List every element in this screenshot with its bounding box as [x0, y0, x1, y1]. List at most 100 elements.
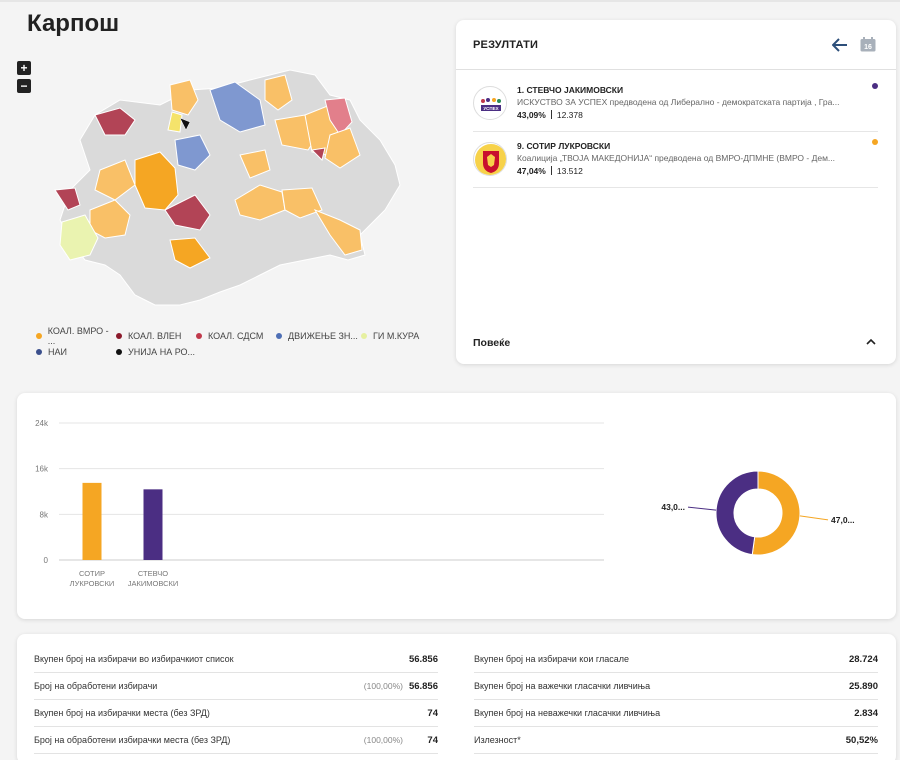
legend-label: ГИ М.КУРА	[373, 331, 420, 341]
candidate-stats: 43,09% 12.378	[517, 110, 583, 120]
donut-value-label: 43,0...	[661, 502, 685, 512]
charts-card: 0 8k 16k 24k СОТИР ЛУКРОВСКИ СТЕВЧО ЈАКИМОВСКИ …	[17, 393, 896, 619]
legend-dot	[196, 333, 202, 339]
y-tick-label: 0	[44, 556, 49, 565]
legend-label: ДВИЖЕЊЕ ЗН...	[288, 331, 358, 341]
legend-row: НАИ УНИЈА НА РО...	[36, 344, 436, 360]
map-legend: КОАЛ. ВМРО - ... КОАЛ. ВЛЕН КОАЛ. СДСМ Д…	[36, 326, 436, 360]
bar[interactable]	[143, 489, 163, 560]
zoom-out-button[interactable]: −	[17, 79, 31, 93]
stats-card: Вкупен број на избирачи во избирачкиот с…	[17, 634, 896, 760]
show-more-button[interactable]: Повеќе	[456, 322, 896, 364]
y-tick-label: 24k	[35, 419, 49, 428]
stat-percent: (100,00%)	[363, 735, 403, 745]
candidate-row[interactable]: УСПЕХ 1. СТЕВЧО ЈАКИМОВСКИ ИСКУСТВО ЗА У…	[473, 76, 878, 132]
donut-slice[interactable]	[715, 470, 759, 556]
legend-dot	[361, 333, 367, 339]
stat-label: Број на обработени избирачи	[34, 681, 158, 691]
stat-row: Вкупен број на избирачи во избирачкиот с…	[34, 646, 438, 673]
donut-label-connector	[799, 515, 829, 521]
results-header: РЕЗУЛТАТИ 16	[456, 20, 896, 70]
donut-chart: 47,0... 43,0...	[661, 470, 855, 556]
stat-value: 25.890	[848, 680, 878, 692]
stat-value: 28.724	[848, 653, 878, 665]
candidate-votes: 13.512	[556, 166, 583, 176]
stat-label: Излезност*	[474, 735, 521, 745]
candidate-row[interactable]: 9. СОТИР ЛУКРОВСКИ Коалиција „ТВОЈА МАКЕ…	[473, 132, 878, 188]
stat-row: Број на обработени избирачки места (без …	[34, 727, 438, 754]
stat-value: 74	[427, 707, 438, 719]
legend-item-znam[interactable]: ДВИЖЕЊЕ ЗН...	[276, 331, 361, 341]
stat-value: 2.834	[854, 707, 878, 719]
candidate-name: 9. СОТИР ЛУКРОВСКИ	[517, 141, 611, 151]
candidate-color-marker	[872, 139, 878, 145]
candidate-party: ИСКУСТВО ЗА УСПЕХ предводена од Либералн…	[517, 97, 840, 107]
legend-item-unija[interactable]: УНИЈА НА РО...	[116, 347, 196, 357]
candidate-party: Коалиција „ТВОЈА МАКЕДОНИЈА“ предводена …	[517, 153, 835, 163]
stat-value: 74	[427, 734, 438, 746]
calendar-icon[interactable]: 16	[860, 37, 876, 52]
stat-value: 50,52%	[845, 734, 878, 746]
party-logo-vmro	[473, 142, 507, 176]
stat-row: Вкупен број на важечки гласачки ливчиња 2…	[474, 673, 878, 700]
bar[interactable]	[82, 482, 102, 560]
legend-label: УНИЈА НА РО...	[128, 347, 195, 357]
legend-dot	[36, 349, 42, 355]
stat-percent: (100,00%)	[363, 681, 403, 691]
candidate-percent: 47,04%	[517, 166, 546, 176]
chevron-up-icon	[866, 338, 876, 345]
zoom-in-button[interactable]: +	[17, 61, 31, 75]
stat-label: Вкупен број на избирачи во избирачкиот с…	[34, 654, 234, 664]
legend-item-nai[interactable]: НАИ	[36, 347, 116, 357]
arrow-left-icon[interactable]	[832, 38, 848, 52]
map-region-karposh	[134, 151, 179, 211]
party-logo-uspeh: УСПЕХ	[473, 86, 507, 120]
legend-label: КОАЛ. СДСМ	[208, 331, 264, 341]
legend-label: КОАЛ. ВЛЕН	[128, 331, 182, 341]
map-municipalities[interactable]	[54, 69, 401, 306]
stat-label: Вкупен број на важечки гласачки ливчиња	[474, 681, 651, 691]
legend-row: КОАЛ. ВМРО - ... КОАЛ. ВЛЕН КОАЛ. СДСМ Д…	[36, 326, 436, 346]
stat-label: Вкупен број на неважечки гласачки ливчињ…	[474, 708, 661, 718]
stat-value: 56.856	[408, 680, 438, 692]
logo-text: УСПЕХ	[483, 106, 498, 111]
legend-item-sdsm[interactable]: КОАЛ. СДСМ	[196, 331, 276, 341]
stat-row: Излезност* 50,52%	[474, 727, 878, 754]
uspeh-logo-icon: УСПЕХ	[475, 88, 506, 119]
legend-dot	[116, 349, 122, 355]
stat-label: Вкупен број на избирачки места (без ЗРД)	[34, 708, 210, 718]
y-tick-label: 16k	[35, 465, 49, 474]
x-tick-label: СОТИР	[79, 569, 105, 578]
legend-dot	[116, 333, 122, 339]
donut-value-label: 47,0...	[831, 515, 855, 525]
results-title: РЕЗУЛТАТИ	[473, 38, 539, 51]
stat-label: Вкупен број на избирачи кои гласале	[474, 654, 629, 664]
x-tick-label: СТЕВЧО	[138, 569, 168, 578]
candidate-color-marker	[872, 83, 878, 89]
page-title: Карпош	[27, 10, 120, 37]
stat-row: Број на обработени избирачи (100,00%) 56.8…	[34, 673, 438, 700]
donut-slice[interactable]	[751, 470, 801, 556]
top-divider	[0, 0, 900, 2]
stat-row: Вкупен број на неважечки гласачки ливчињ…	[474, 700, 878, 727]
stat-label: Број на обработени избирачки места (без …	[34, 735, 231, 745]
show-more-label: Повеќе	[473, 337, 511, 349]
candidate-name: 1. СТЕВЧО ЈАКИМОВСКИ	[517, 85, 624, 95]
legend-item-vlen[interactable]: КОАЛ. ВЛЕН	[116, 331, 196, 341]
legend-item-vmro[interactable]: КОАЛ. ВМРО - ...	[36, 326, 116, 346]
candidate-stats: 47,04% 13.512	[517, 166, 583, 176]
stats-separator	[550, 110, 552, 119]
x-tick-label: ЛУКРОВСКИ	[70, 579, 115, 588]
results-card: РЕЗУЛТАТИ 16 УСПЕХ 1. СТЕВЧО ЈАКИМОВСКИ …	[456, 20, 896, 364]
results-map[interactable]	[50, 60, 410, 310]
calendar-day: 16	[864, 44, 872, 51]
y-tick-label: 8k	[40, 510, 49, 519]
candidate-percent: 43,09%	[517, 110, 546, 120]
stat-value: 56.856	[408, 653, 438, 665]
donut-label-connector	[687, 506, 717, 511]
legend-dot	[276, 333, 282, 339]
legend-item-gi-mkura[interactable]: ГИ М.КУРА	[361, 331, 419, 341]
candidate-votes: 12.378	[556, 110, 583, 120]
stat-row: Вкупен број на избирачки места (без ЗРД)…	[34, 700, 438, 727]
